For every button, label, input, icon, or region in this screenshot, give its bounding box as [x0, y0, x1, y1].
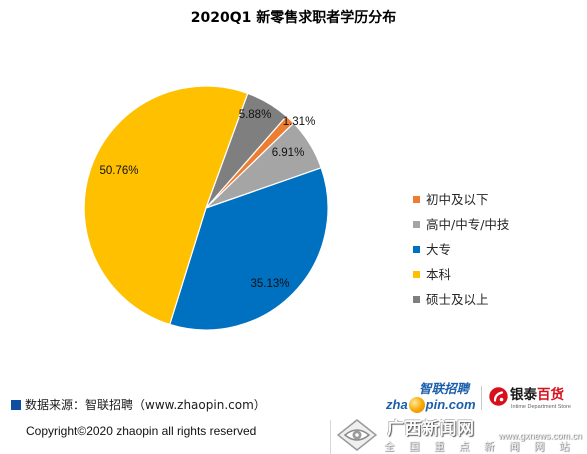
pie-slice-junior-college [169, 167, 329, 331]
intime-logo-tagline: Intime Department Store [511, 404, 571, 410]
zhaopin-ball-icon [408, 397, 425, 413]
data-label-bachelor: 50.76% [99, 165, 138, 177]
zhaopin-logo-wordmark: zha pin.com [386, 395, 476, 415]
logo-divider [481, 386, 482, 410]
legend-item-bachelor: 本科 [413, 262, 509, 287]
intime-logo-icon [489, 387, 508, 406]
legend-swatch [413, 271, 420, 278]
intime-logo-name: 银泰百货 [510, 387, 564, 403]
legend-swatch [413, 196, 420, 203]
legend-swatch [413, 246, 420, 253]
data-label-junior-college: 35.13% [250, 278, 289, 290]
legend-label: 大专 [426, 241, 452, 257]
legend-item-high-school-vocational: 高中/中专/中技 [413, 212, 509, 237]
zhaopin-wordmark-part: pin.com [425, 397, 476, 412]
data-label-master-or-above: 5.88% [239, 109, 272, 121]
pie-data-labels: 1.31% 6.91% 35.13% 50.76% 5.88% [99, 109, 315, 290]
legend-label: 本科 [426, 266, 452, 282]
watermark-divider [330, 420, 331, 454]
zhaopin-wordmark-part: zha [386, 397, 408, 412]
legend-label: 初中及以下 [426, 191, 489, 207]
copyright-text: Copyright©2020 zhaopin all rights reserv… [26, 424, 257, 438]
data-source-text: 数据来源：智联招聘（www.zhaopin.com） [25, 398, 266, 412]
legend-item-master-or-above: 硕士及以上 [413, 287, 509, 312]
intime-name-part: 百货 [537, 387, 564, 403]
pie-slices [83, 85, 329, 331]
legend-item-junior-high-or-below: 初中及以下 [413, 187, 509, 212]
legend-swatch [413, 221, 420, 228]
legend-label: 高中/中专/中技 [426, 216, 510, 232]
pie-slice-master-or-above [205, 92, 287, 209]
legend-item-junior-college: 大专 [413, 237, 509, 262]
legend-swatch [413, 296, 420, 303]
legend-label: 硕士及以上 [426, 291, 489, 307]
zhaopin-logo-cn: 智联招聘 [419, 381, 470, 396]
watermark-url: www.gxnews.com.cn [498, 431, 582, 441]
data-label-junior-high-or-below: 1.31% [283, 116, 316, 128]
data-label-high-school-vocational: 6.91% [272, 147, 305, 159]
source-marker-icon [11, 400, 21, 410]
watermark-slogan: 全国重点新闻网站 [384, 441, 584, 453]
pie-slice-bachelor [83, 85, 249, 326]
intime-name-part: 银泰 [510, 387, 537, 403]
chart-title: 2020Q1 新零售求职者学历分布 [190, 10, 397, 26]
gxnews-emblem-icon [337, 419, 377, 451]
watermark-name: 广西新闻网 [387, 419, 475, 439]
legend: 初中及以下 高中/中专/中技 大专 本科 硕士及以上 [413, 187, 509, 312]
